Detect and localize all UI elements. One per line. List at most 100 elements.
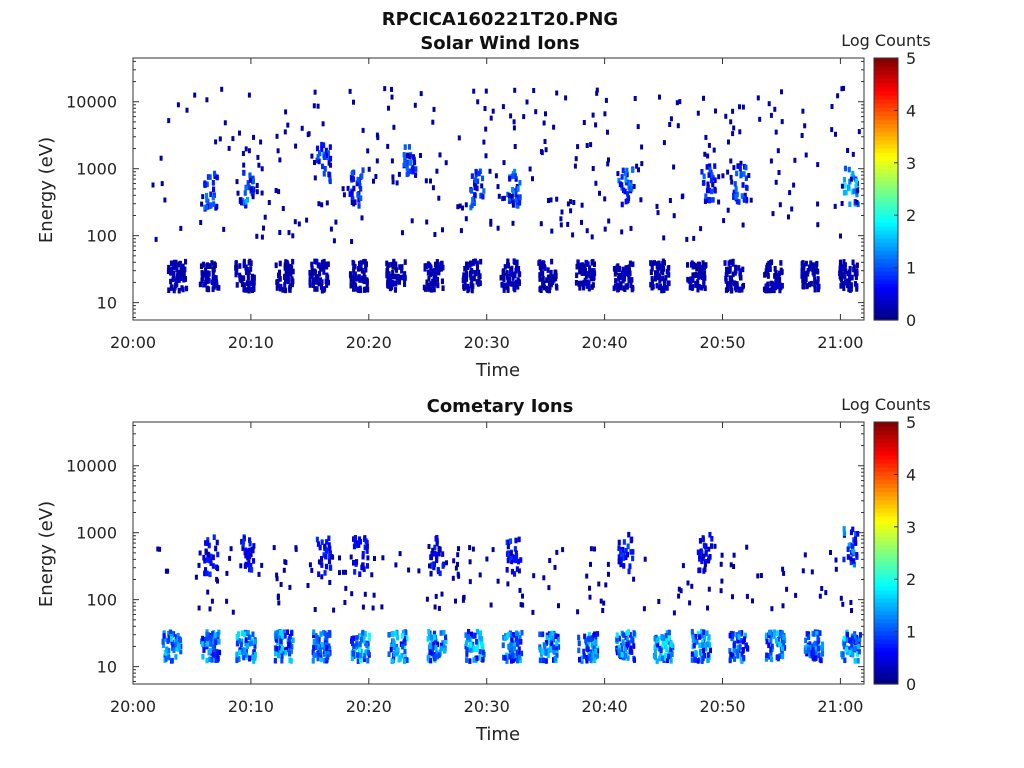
heatmap-cell — [848, 649, 852, 656]
heatmap-cell — [482, 188, 486, 194]
heatmap-cell — [248, 537, 252, 543]
heatmap-cell — [319, 644, 323, 650]
heatmap-cell — [173, 264, 177, 271]
heatmap-cell — [385, 268, 389, 274]
heatmap-cell — [739, 638, 743, 644]
heatmap-cell — [531, 609, 535, 615]
heatmap-cell — [259, 139, 263, 145]
heatmap-cell — [472, 260, 476, 266]
heatmap-cell — [759, 573, 763, 578]
heatmap-cell — [185, 107, 189, 113]
heatmap-cell — [473, 270, 477, 277]
heatmap-cell — [544, 648, 548, 655]
heatmap-cell — [197, 605, 201, 611]
heatmap-cell — [588, 272, 592, 279]
colorbar-tick-label: 1 — [906, 259, 916, 278]
heatmap-cell — [471, 646, 475, 653]
heatmap-cell — [595, 90, 599, 96]
colorbar-segment — [874, 503, 898, 509]
heatmap-cell — [161, 642, 165, 648]
heatmap-cell — [632, 184, 636, 189]
heatmap-cell — [803, 123, 807, 129]
heatmap-cell — [850, 635, 854, 642]
heatmap-cell — [209, 203, 213, 209]
heatmap-cell — [843, 183, 847, 189]
heatmap-cell — [208, 606, 212, 612]
heatmap-cell — [662, 140, 666, 146]
heatmap-cell — [549, 646, 553, 652]
heatmap-cell — [593, 654, 597, 660]
heatmap-cell — [505, 658, 509, 664]
heatmap-cell — [313, 652, 317, 658]
heatmap-cell — [815, 630, 819, 637]
heatmap-cell — [665, 285, 669, 291]
heatmap-cell — [327, 643, 331, 649]
heatmap-cell — [622, 539, 626, 545]
heatmap-cell — [723, 260, 727, 266]
heatmap-cell — [263, 214, 267, 220]
heatmap-cell — [283, 129, 287, 135]
heatmap-cell — [472, 657, 476, 663]
heatmap-cell — [403, 153, 407, 160]
x-tick-label: 20:10 — [228, 697, 274, 716]
colorbar-segment — [874, 475, 898, 480]
heatmap-cell — [593, 546, 596, 552]
heatmap-cell — [241, 275, 245, 281]
heatmap-cell — [252, 283, 256, 290]
heatmap-cell — [657, 599, 661, 604]
heatmap-cell — [538, 259, 542, 265]
heatmap-cell — [172, 287, 176, 294]
heatmap-cell — [765, 638, 769, 645]
heatmap-cell — [248, 258, 252, 265]
heatmap-cell — [695, 638, 699, 645]
heatmap-cell — [842, 259, 846, 265]
x-axis-label: Time — [475, 360, 520, 381]
heatmap-cell — [847, 637, 851, 643]
heatmap-cell — [621, 552, 625, 559]
heatmap-cell — [813, 645, 817, 651]
heatmap-cell — [391, 273, 395, 280]
heatmap-cell — [359, 186, 363, 192]
heatmap-cell — [216, 655, 220, 662]
heatmap-cell — [403, 658, 407, 664]
heatmap-cell — [175, 645, 179, 651]
heatmap-cell — [291, 268, 295, 275]
heatmap-cell — [275, 645, 279, 652]
heatmap-cell — [267, 200, 271, 205]
x-tick-label: 20:00 — [110, 697, 156, 716]
heatmap-cell — [591, 638, 595, 644]
heatmap-cell — [591, 272, 595, 278]
heatmap-cell — [215, 203, 219, 210]
heatmap-cell — [222, 226, 226, 232]
heatmap-cell — [555, 640, 559, 647]
heatmap-cell — [437, 269, 441, 276]
heatmap-cell — [672, 164, 676, 170]
heatmap-cell — [840, 201, 844, 206]
heatmap-cell — [696, 631, 700, 637]
heatmap-cell — [316, 541, 320, 547]
heatmap-cell — [249, 186, 253, 192]
heatmap-cell — [322, 171, 326, 177]
heatmap-cell — [175, 273, 179, 280]
heatmap-cell — [631, 167, 635, 173]
heatmap-cell — [846, 278, 850, 284]
heatmap-cell — [576, 259, 580, 266]
heatmap-cell — [509, 538, 513, 544]
heatmap-cell — [203, 637, 207, 643]
heatmap-cell — [855, 552, 859, 558]
heatmap-cell — [242, 286, 246, 293]
heatmap-cell — [411, 154, 415, 160]
heatmap-cell — [403, 271, 407, 277]
heatmap-cell — [488, 168, 492, 174]
colorbar-segment — [874, 446, 898, 452]
heatmap-cell — [850, 641, 854, 648]
heatmap-cell — [429, 554, 433, 560]
heatmap-cell — [433, 232, 437, 237]
heatmap-cell — [216, 578, 219, 584]
heatmap-cell — [740, 651, 744, 657]
heatmap-cell — [283, 274, 287, 281]
heatmap-cell — [468, 262, 472, 268]
heatmap-cell — [433, 655, 437, 661]
heatmap-cell — [506, 557, 510, 564]
heatmap-cell — [545, 287, 549, 293]
